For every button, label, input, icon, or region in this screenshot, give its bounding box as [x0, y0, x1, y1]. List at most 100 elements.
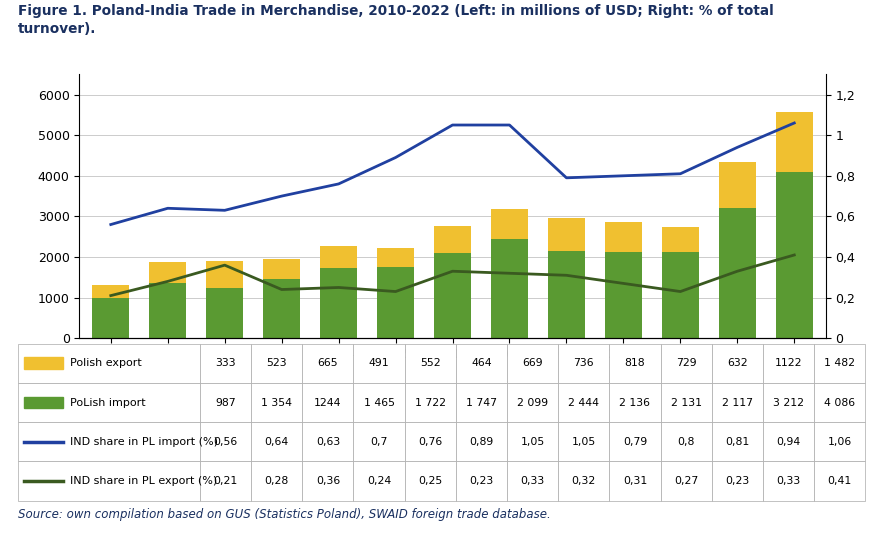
FancyBboxPatch shape [200, 344, 251, 383]
Bar [434, 253, 471, 338]
Text: 0,36: 0,36 [316, 476, 340, 486]
FancyBboxPatch shape [456, 461, 507, 500]
Text: 729: 729 [675, 359, 697, 369]
Text: 2 099: 2 099 [517, 398, 548, 408]
FancyBboxPatch shape [302, 383, 353, 422]
Text: 665: 665 [318, 359, 338, 369]
Text: 2 136: 2 136 [620, 398, 651, 408]
Text: 0,63: 0,63 [316, 437, 340, 447]
FancyBboxPatch shape [251, 344, 302, 383]
FancyBboxPatch shape [18, 344, 200, 383]
Text: 1244: 1244 [314, 398, 342, 408]
FancyBboxPatch shape [251, 383, 302, 422]
Text: 1,05: 1,05 [571, 437, 596, 447]
FancyBboxPatch shape [558, 344, 609, 383]
FancyBboxPatch shape [763, 383, 814, 422]
Text: 669: 669 [523, 359, 543, 369]
FancyBboxPatch shape [558, 461, 609, 500]
FancyBboxPatch shape [712, 461, 763, 500]
FancyBboxPatch shape [763, 461, 814, 500]
Text: 632: 632 [727, 359, 748, 369]
FancyBboxPatch shape [507, 422, 558, 461]
Text: 3 212: 3 212 [773, 398, 804, 408]
Text: 2 131: 2 131 [671, 398, 702, 408]
Bar [321, 246, 357, 268]
Text: 1 722: 1 722 [415, 398, 446, 408]
Text: 0,7: 0,7 [370, 437, 388, 447]
Text: 0,94: 0,94 [776, 437, 801, 447]
Text: 491: 491 [369, 359, 389, 369]
Text: 0,8: 0,8 [677, 437, 695, 447]
Bar [149, 283, 186, 338]
Text: 0,76: 0,76 [419, 437, 442, 447]
FancyBboxPatch shape [558, 422, 609, 461]
Text: 1122: 1122 [774, 359, 803, 369]
Text: 0,33: 0,33 [520, 476, 545, 486]
Text: 2 117: 2 117 [722, 398, 753, 408]
Text: 1,05: 1,05 [520, 437, 545, 447]
Text: 552: 552 [420, 359, 441, 369]
FancyBboxPatch shape [251, 461, 302, 500]
Text: 0,79: 0,79 [623, 437, 647, 447]
Bar [605, 222, 642, 252]
Text: 0,32: 0,32 [571, 476, 596, 486]
Text: 0,23: 0,23 [725, 476, 750, 486]
Text: 0,25: 0,25 [419, 476, 442, 486]
FancyBboxPatch shape [558, 383, 609, 422]
FancyBboxPatch shape [18, 422, 200, 461]
Text: 987: 987 [215, 398, 236, 408]
Text: IND share in PL export (%): IND share in PL export (%) [71, 476, 217, 486]
FancyBboxPatch shape [353, 344, 404, 383]
Text: 0,21: 0,21 [214, 476, 238, 486]
Text: 1 465: 1 465 [364, 398, 395, 408]
Text: 464: 464 [472, 359, 492, 369]
FancyBboxPatch shape [507, 461, 558, 500]
FancyBboxPatch shape [660, 344, 712, 383]
FancyBboxPatch shape [353, 461, 404, 500]
FancyBboxPatch shape [609, 461, 660, 500]
Text: 818: 818 [624, 359, 645, 369]
Bar [377, 267, 414, 338]
FancyBboxPatch shape [763, 422, 814, 461]
FancyBboxPatch shape [814, 344, 865, 383]
FancyBboxPatch shape [712, 383, 763, 422]
FancyBboxPatch shape [609, 344, 660, 383]
FancyBboxPatch shape [814, 383, 865, 422]
Text: 0,64: 0,64 [265, 437, 289, 447]
FancyBboxPatch shape [302, 422, 353, 461]
Bar [776, 172, 812, 338]
Bar [719, 208, 756, 338]
Bar [491, 209, 528, 239]
Bar [434, 226, 471, 253]
Bar [491, 239, 528, 338]
Text: 4 086: 4 086 [824, 398, 856, 408]
Text: 0,56: 0,56 [214, 437, 238, 447]
FancyBboxPatch shape [814, 461, 865, 500]
FancyBboxPatch shape [609, 383, 660, 422]
FancyBboxPatch shape [200, 461, 251, 500]
Bar [548, 218, 585, 251]
Text: 0,24: 0,24 [367, 476, 391, 486]
Text: 1 482: 1 482 [824, 359, 856, 369]
FancyBboxPatch shape [18, 461, 200, 500]
FancyBboxPatch shape [302, 344, 353, 383]
Text: 0,33: 0,33 [776, 476, 801, 486]
Bar [662, 227, 698, 252]
FancyBboxPatch shape [814, 422, 865, 461]
FancyBboxPatch shape [660, 383, 712, 422]
Text: 736: 736 [573, 359, 594, 369]
Text: 333: 333 [215, 359, 236, 369]
FancyBboxPatch shape [302, 461, 353, 500]
FancyBboxPatch shape [18, 383, 200, 422]
Text: 0,89: 0,89 [469, 437, 494, 447]
FancyBboxPatch shape [456, 344, 507, 383]
Bar [321, 268, 357, 338]
FancyBboxPatch shape [507, 344, 558, 383]
FancyBboxPatch shape [353, 383, 404, 422]
FancyBboxPatch shape [609, 422, 660, 461]
FancyBboxPatch shape [404, 422, 456, 461]
Text: 2 444: 2 444 [569, 398, 600, 408]
Bar [263, 259, 300, 279]
Text: 1 747: 1 747 [466, 398, 497, 408]
FancyBboxPatch shape [712, 422, 763, 461]
